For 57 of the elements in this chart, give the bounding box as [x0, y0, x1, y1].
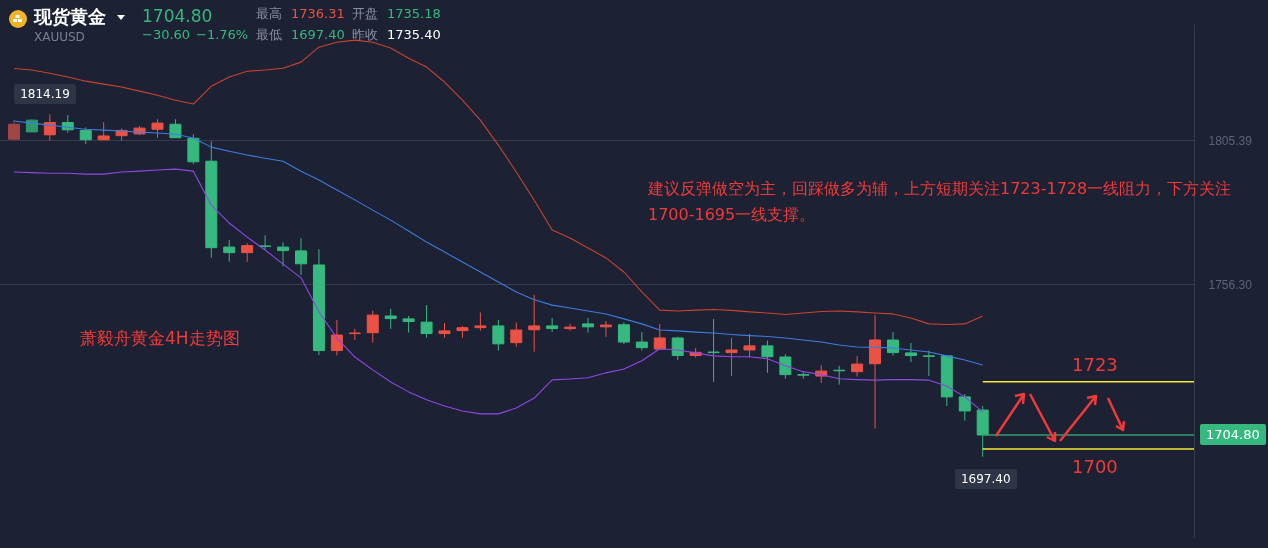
candlestick [366, 310, 379, 344]
candlestick [635, 331, 648, 352]
candlestick [564, 323, 577, 332]
candlestick [707, 318, 720, 383]
candlestick [492, 319, 505, 352]
candlestick [474, 311, 487, 332]
line-series [13, 39, 984, 326]
candlestick [151, 118, 164, 139]
candlestick [223, 239, 236, 263]
annotation: 最低 [256, 27, 282, 43]
candlestick [528, 294, 541, 353]
text: 1735.18 [387, 6, 441, 22]
annotation: 1697.40 [291, 27, 345, 43]
candlestick [617, 321, 630, 345]
candlestick [420, 304, 433, 339]
annotation: 1704.80 [142, 6, 213, 27]
candlestick [330, 319, 343, 357]
candlestick [277, 241, 290, 267]
candlestick [7, 119, 20, 141]
candlestick [904, 342, 917, 363]
candlestick [743, 333, 756, 359]
candlestick [851, 355, 864, 378]
text: 1736.31 [291, 6, 345, 22]
candlestick [887, 331, 899, 357]
candlestick [922, 350, 935, 377]
candlestick [187, 133, 200, 165]
candlestick [779, 353, 792, 380]
annotation: 建议反弹做空为主，回踩做多为辅，上方短期关注1723-1728一线阻力，下方关注1700-1695一线支撑。 [648, 178, 1233, 226]
y-tick-label: 1805.39 [1208, 133, 1253, 148]
annotation: 萧毅舟黄金4H走势图 [80, 328, 240, 349]
text: 开盘 [352, 6, 378, 22]
candlestick [761, 340, 774, 374]
annotation: 昨收 [352, 27, 378, 43]
candlestick [958, 393, 971, 422]
text: 最高 [256, 6, 282, 22]
annotation: 1697.40 [954, 468, 1017, 489]
annotation: −30.60 [142, 27, 191, 43]
candlestick [384, 308, 397, 330]
candlestick [582, 317, 595, 334]
candlestick [259, 234, 272, 250]
candlestick [169, 118, 182, 139]
ref-line-label: 1704.80 [1200, 424, 1266, 446]
candlestick [653, 323, 666, 351]
candlestick [241, 242, 254, 263]
candlestick [295, 237, 307, 276]
chart-title: 现货黄金 [34, 6, 106, 28]
candlestick [510, 321, 523, 348]
annotation: 1735.40 [387, 27, 441, 43]
ref-line-label: 1700 [1072, 456, 1118, 478]
candlestick [869, 314, 882, 430]
y-tick-label: 1756.30 [1208, 277, 1253, 292]
text: XAUUSD [34, 30, 85, 45]
candlestick [725, 337, 738, 377]
candlestick [599, 320, 612, 338]
annotation: −1.76% [196, 27, 249, 43]
annotation: 1814.19 [14, 84, 76, 105]
ref-line-label: 1723 [1072, 353, 1118, 376]
